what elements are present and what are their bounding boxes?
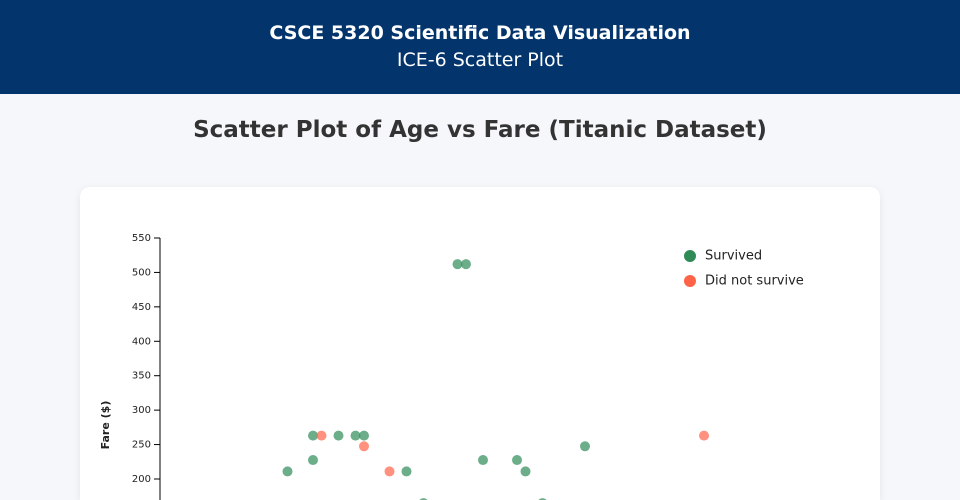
data-point — [308, 430, 318, 441]
y-tick-label: 200 — [132, 474, 151, 485]
data-point — [384, 466, 395, 477]
data-point — [359, 441, 369, 452]
header-title: CSCE 5320 Scientific Data Visualization — [269, 22, 691, 44]
data-point — [350, 430, 361, 441]
chart-title: Scatter Plot of Age vs Fare (Titanic Dat… — [193, 117, 767, 143]
data-point — [461, 259, 471, 270]
data-point — [699, 430, 709, 441]
data-point — [580, 441, 590, 452]
y-tick-label: 400 — [132, 336, 151, 347]
data-point — [282, 466, 293, 477]
legend-label: Did not survive — [705, 274, 804, 289]
data-point — [520, 466, 531, 477]
data-point — [452, 259, 463, 270]
y-tick-label: 250 — [132, 440, 151, 451]
legend-label: Survived — [705, 249, 762, 264]
data-point — [401, 466, 412, 477]
y-axis-label: Fare ($) — [99, 401, 112, 450]
legend-marker — [684, 250, 696, 262]
y-tick-label: 300 — [132, 405, 151, 416]
chart-card — [80, 187, 880, 500]
data-point — [308, 455, 318, 466]
data-point — [359, 430, 369, 441]
header-subtitle: ICE-6 Scatter Plot — [396, 49, 564, 71]
data-point — [333, 430, 344, 441]
data-point — [316, 430, 327, 441]
data-point — [512, 455, 522, 466]
data-point — [478, 455, 488, 466]
y-tick-label: 450 — [132, 302, 151, 313]
y-tick-label: 500 — [132, 267, 151, 278]
header: CSCE 5320 Scientific Data Visualization … — [0, 0, 960, 94]
y-tick-label: 350 — [132, 371, 151, 382]
legend-marker — [684, 275, 696, 287]
y-tick-label: 550 — [132, 233, 151, 244]
